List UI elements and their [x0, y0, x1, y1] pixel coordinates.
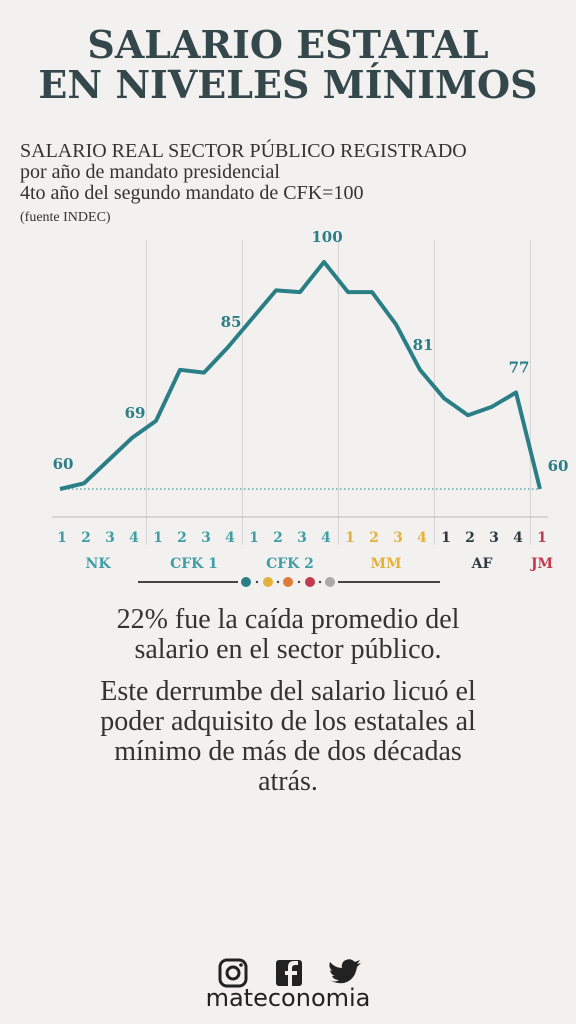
value-label: 60 — [53, 455, 74, 473]
value-label: 60 — [548, 457, 569, 475]
x-tick-label: 3 — [105, 530, 115, 546]
x-tick-label: 3 — [297, 530, 307, 546]
subtitle-line: por año de mandato presidencial — [20, 161, 280, 183]
x-tick-label: 2 — [177, 530, 187, 546]
x-tick-label: 2 — [273, 530, 283, 546]
x-tick-label: 2 — [465, 530, 475, 546]
x-tick-label: 1 — [153, 530, 163, 546]
group-label: AF — [471, 556, 493, 572]
x-tick-label: 3 — [393, 530, 403, 546]
title-line: SALARIO ESTATAL — [87, 22, 488, 67]
value-label: 77 — [509, 359, 530, 377]
source: (fuente INDEC) — [20, 210, 111, 225]
value-label: 85 — [221, 313, 242, 331]
subtitle-line: SALARIO REAL SECTOR PÚBLICO REGISTRADO — [20, 138, 467, 162]
x-tick-label: 1 — [345, 530, 355, 546]
brand: mateconomia — [206, 984, 371, 1012]
title-line: EN NIVELES MÍNIMOS — [38, 62, 537, 107]
x-tick-label: 4 — [417, 530, 427, 546]
x-tick-label: 2 — [369, 530, 379, 546]
x-tick-label: 4 — [321, 530, 331, 546]
paragraph-line: Este derrumbe del salario licuó el — [100, 676, 476, 707]
paragraph-line: mínimo de más de dos décadas — [114, 736, 462, 767]
x-tick-label: 3 — [489, 530, 499, 546]
value-label: 100 — [311, 228, 342, 246]
paragraph-line: atrás. — [258, 766, 318, 797]
group-label: JM — [529, 556, 553, 572]
value-label: 69 — [125, 404, 146, 422]
subtitle-line: 4to año del segundo mandato de CFK=100 — [20, 182, 363, 204]
x-tick-label: 1 — [441, 530, 451, 546]
x-tick-label: 1 — [537, 530, 547, 546]
group-label: MM — [371, 556, 402, 572]
group-label: NK — [86, 556, 112, 572]
paragraph-line: 22% fue la caída promedio del — [117, 604, 460, 635]
x-tick-label: 3 — [201, 530, 211, 546]
paragraph-line: salario en el sector público. — [134, 634, 441, 665]
value-label: 81 — [413, 336, 434, 354]
x-tick-label: 4 — [513, 530, 523, 546]
x-tick-label: 1 — [57, 530, 67, 546]
line — [59, 260, 542, 491]
paragraph-line: poder adquisito de los estatales al — [100, 706, 476, 737]
group-label: CFK 2 — [266, 556, 314, 572]
social-icons — [218, 958, 361, 988]
x-tick-label: 4 — [225, 530, 235, 546]
group-label: CFK 1 — [170, 556, 218, 572]
x-tick-label: 2 — [81, 530, 91, 546]
x-tick-label: 1 — [249, 530, 259, 546]
x-tick-label: 4 — [129, 530, 139, 546]
separator — [138, 577, 440, 587]
